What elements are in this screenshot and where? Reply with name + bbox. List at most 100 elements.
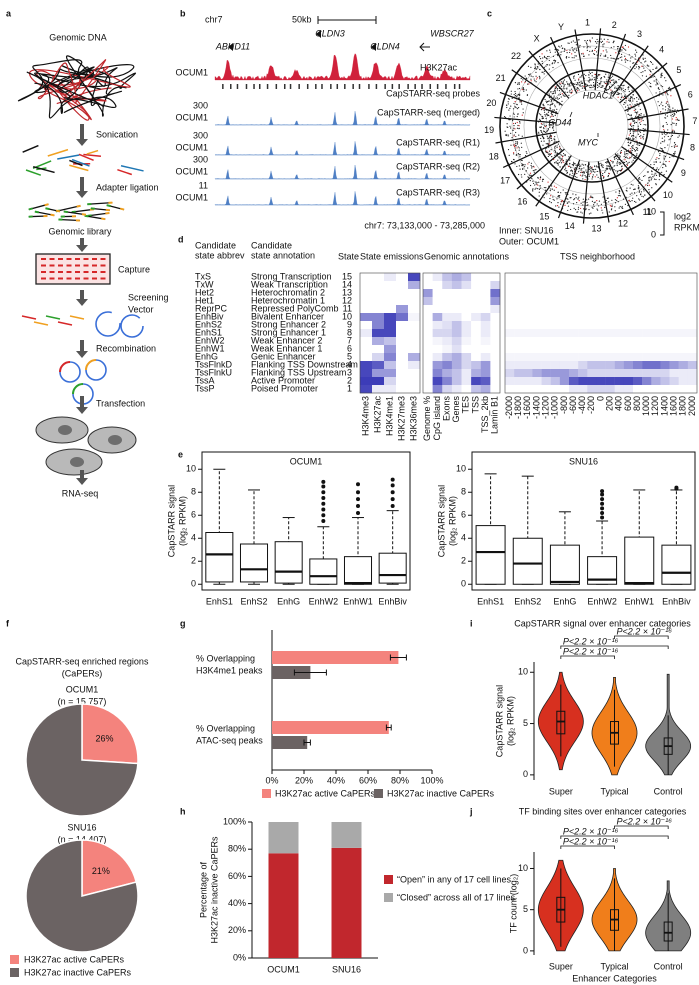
circos-point	[564, 91, 566, 93]
circos-point	[602, 50, 604, 52]
heatmap-cell	[614, 305, 625, 314]
circos-point	[506, 123, 508, 125]
circos-point	[583, 87, 585, 89]
circos-point	[627, 110, 629, 112]
dna-strand	[38, 59, 107, 104]
y-tick-label: 5	[523, 904, 528, 914]
circos-point	[667, 129, 669, 131]
circos-point	[632, 124, 634, 127]
heatmap-column-label: -400	[577, 396, 587, 414]
circos-point	[513, 112, 515, 114]
circos-point	[539, 76, 541, 78]
circos-point	[667, 135, 669, 138]
ring	[511, 45, 673, 207]
outlier	[356, 504, 360, 509]
probe-mark	[368, 84, 370, 89]
circos-point	[513, 135, 515, 137]
circos-point	[557, 163, 559, 165]
circos-point	[549, 134, 551, 136]
circos-point	[543, 137, 545, 139]
circos-point	[557, 62, 559, 64]
state-abbrev: EnhS1	[195, 327, 222, 337]
circos-point	[653, 174, 655, 176]
y-axis-label: (log₂ RPKM)	[177, 496, 187, 546]
circos-point	[513, 145, 516, 147]
heatmap-cell	[596, 385, 606, 394]
circos-point	[521, 89, 523, 91]
circos-point	[516, 121, 518, 124]
circos-point	[627, 104, 629, 106]
heatmap-cell	[669, 345, 679, 354]
heatmap-cell	[651, 329, 661, 338]
circos-point	[521, 135, 523, 137]
heatmap-cell	[514, 337, 524, 346]
circos-point	[554, 146, 556, 148]
probe-mark	[266, 84, 269, 89]
state-abbrev: TssP	[195, 383, 215, 393]
circos-point	[605, 206, 607, 208]
fragment	[57, 154, 80, 160]
heatmap-cell	[480, 289, 491, 298]
y-axis-label: H3K27ac inactive CaPERs	[209, 836, 219, 944]
heatmap-cell	[461, 289, 472, 298]
circos-point	[541, 60, 543, 62]
circos-point	[606, 162, 608, 164]
circos-point	[621, 207, 623, 209]
circos-point	[621, 95, 623, 97]
x-tick-label: EnhW2	[587, 596, 617, 606]
heatmap-cell	[633, 289, 643, 298]
circos-point	[642, 135, 644, 138]
circos-point	[628, 134, 630, 136]
heatmap-cell	[505, 377, 515, 386]
state-abbrev: Het1	[195, 295, 214, 305]
ring	[535, 69, 649, 183]
circos-point	[520, 159, 522, 161]
circos-point	[625, 97, 627, 100]
heatmap-cell	[633, 369, 643, 378]
heatmap-cell	[505, 273, 515, 282]
panel-label: i	[470, 618, 473, 628]
probe-mark	[253, 84, 255, 89]
circos-point	[618, 58, 620, 60]
circos-point	[635, 49, 637, 51]
circos-point	[624, 59, 626, 61]
circos-point	[624, 57, 627, 60]
circos-point	[563, 83, 565, 85]
circos-point	[661, 75, 663, 77]
circos-point	[548, 94, 551, 96]
circos-point	[668, 160, 670, 163]
circos-point	[599, 174, 602, 176]
legend-swatch	[384, 875, 393, 884]
heatmap-cell	[660, 329, 670, 338]
state-abbrev: TssA	[195, 375, 215, 385]
heatmap-cell	[614, 345, 625, 354]
heatmap-cell	[451, 337, 462, 346]
circos-point	[596, 170, 598, 173]
heatmap-cell	[596, 337, 606, 346]
heatmap-cell	[596, 329, 606, 338]
circos-point	[625, 189, 627, 191]
circos-point	[580, 76, 582, 78]
circos-point	[665, 134, 667, 136]
nucleus	[70, 457, 84, 467]
heatmap-cell	[408, 329, 421, 338]
circos-point	[538, 113, 541, 115]
circos-point	[556, 198, 558, 200]
circos-point	[627, 106, 629, 108]
circos-point	[610, 209, 613, 211]
circos-point	[652, 76, 654, 78]
circos-point	[577, 82, 579, 84]
circos-point	[627, 138, 629, 141]
circos-point	[558, 82, 560, 84]
circos-point	[633, 109, 635, 112]
panel-label: b	[180, 8, 186, 18]
circos-point	[553, 141, 555, 143]
circos-point	[628, 108, 630, 110]
box	[624, 536, 655, 585]
circos-point	[673, 130, 675, 132]
circos-point	[559, 153, 561, 155]
circos-point	[589, 168, 591, 170]
circos-point	[663, 157, 665, 159]
heatmap-cell	[423, 281, 433, 290]
heatmap-cell	[523, 305, 533, 314]
